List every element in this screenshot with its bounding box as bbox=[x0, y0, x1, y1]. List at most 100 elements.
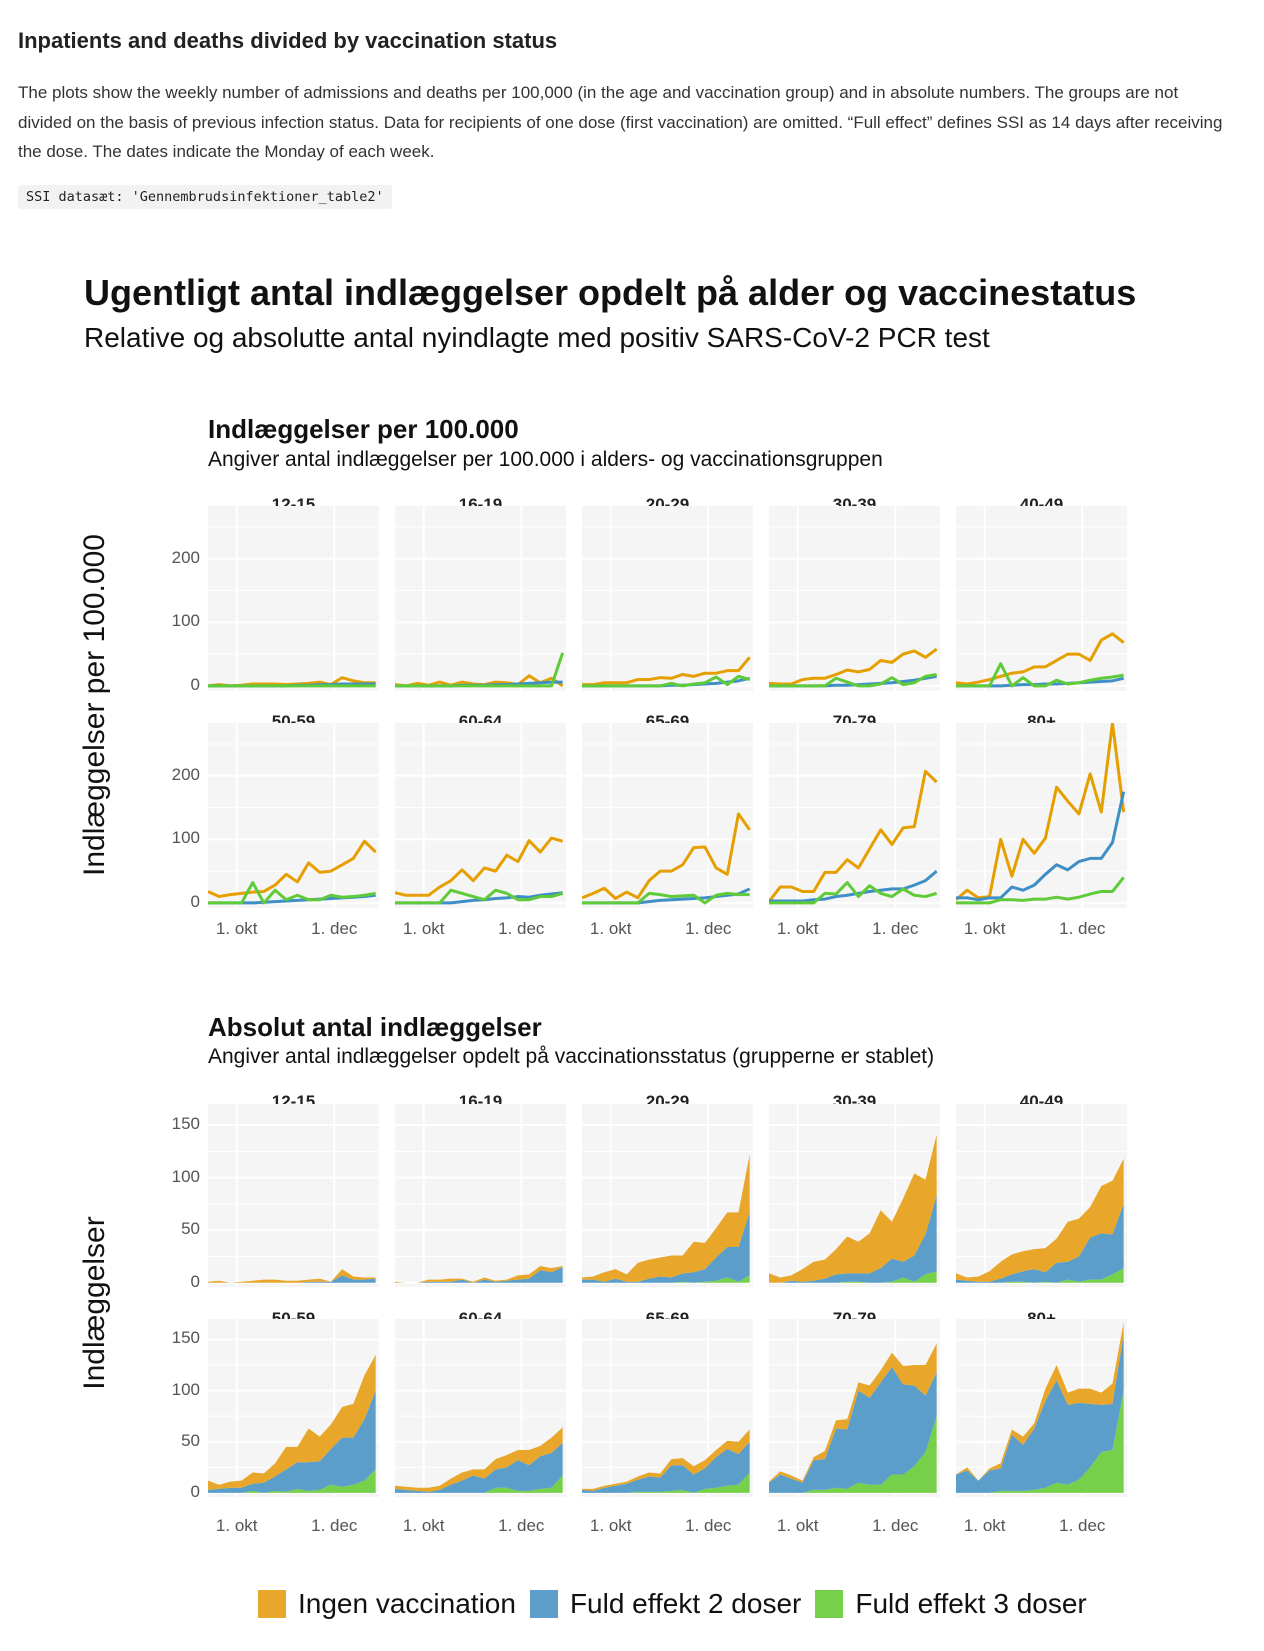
y-tick-label: 0 bbox=[190, 674, 200, 694]
panel-20-29 bbox=[582, 1104, 753, 1287]
line-unvacc bbox=[956, 723, 1126, 901]
y-tick-label: 200 bbox=[171, 547, 200, 567]
area-dose2 bbox=[769, 1367, 937, 1493]
chart1-y-axis-title: Indlæggelser per 100.000 bbox=[78, 534, 111, 876]
line-dose3 bbox=[395, 652, 565, 688]
legend: Ingen vaccination Fuld effekt 2 doser Fu… bbox=[258, 1588, 1101, 1620]
x-tick-label: 1. dec bbox=[311, 1516, 358, 1535]
area-dose2 bbox=[208, 1275, 376, 1283]
area-unvacc bbox=[769, 1134, 937, 1283]
y-tick-label: 0 bbox=[190, 891, 200, 911]
dataset-code-label: SSI datasæt: 'Gennembrudsinfektioner_tab… bbox=[18, 185, 392, 209]
x-tick-label: 1. okt bbox=[215, 1516, 258, 1535]
line-dose3 bbox=[582, 891, 750, 905]
line-dose3 bbox=[956, 876, 1125, 905]
line-dose3 bbox=[769, 672, 937, 688]
intro-paragraph: The plots show the weekly number of admi… bbox=[18, 83, 1223, 161]
area-unvacc bbox=[395, 1427, 563, 1492]
area-unvacc bbox=[395, 1265, 563, 1283]
area-unvacc bbox=[956, 1322, 1124, 1481]
x-tick-label: 1. okt bbox=[963, 1516, 1006, 1535]
y-tick-label: 0 bbox=[190, 1481, 200, 1501]
legend-swatch-orange bbox=[258, 1590, 286, 1618]
area-dose3 bbox=[395, 1475, 563, 1493]
area-dose2 bbox=[582, 1212, 750, 1283]
line-unvacc bbox=[582, 812, 751, 900]
legend-swatch-blue bbox=[529, 1590, 558, 1618]
panel-background bbox=[395, 506, 566, 691]
x-tick-label: 1. okt bbox=[215, 919, 258, 938]
legend-item-unvacc: Ingen vaccination bbox=[258, 1588, 516, 1620]
panel-50-59 bbox=[208, 723, 379, 908]
chart2-subtitle: Angiver antal indlæggelser opdelt på vac… bbox=[208, 1045, 935, 1068]
area-dose3 bbox=[769, 1416, 937, 1493]
x-tick-label: 1. okt bbox=[402, 919, 445, 938]
chart1-title: Indlæggelser per 100.000 bbox=[208, 414, 519, 444]
x-tick-label: 1. dec bbox=[311, 919, 358, 938]
y-tick-label: 100 bbox=[171, 611, 200, 631]
panel-background bbox=[582, 723, 753, 908]
x-tick-label: 1. dec bbox=[872, 1516, 919, 1535]
section-heading: Inpatients and deaths divided by vaccina… bbox=[18, 28, 558, 53]
panel-background bbox=[208, 1104, 379, 1287]
panel-70-79 bbox=[769, 1319, 940, 1497]
line-unvacc bbox=[208, 839, 377, 899]
area-dose2 bbox=[395, 1267, 563, 1283]
line-unvacc bbox=[769, 647, 938, 686]
panel-60-64 bbox=[395, 723, 566, 908]
area-dose3 bbox=[582, 1472, 750, 1493]
line-dose2 bbox=[769, 869, 938, 903]
legend-label: Fuld effekt 2 doser bbox=[569, 1588, 802, 1619]
area-dose2 bbox=[208, 1390, 376, 1493]
panel-30-39 bbox=[769, 506, 940, 691]
y-tick-label: 50 bbox=[181, 1219, 200, 1239]
panel-80+ bbox=[956, 1319, 1127, 1497]
legend-label: Ingen vaccination bbox=[298, 1588, 516, 1619]
area-unvacc bbox=[208, 1354, 376, 1490]
panel-80+ bbox=[956, 723, 1127, 908]
y-tick-label: 100 bbox=[171, 1166, 200, 1186]
panel-background bbox=[956, 723, 1127, 908]
y-tick-label: 200 bbox=[171, 764, 200, 784]
x-tick-label: 1. dec bbox=[685, 919, 732, 938]
area-dose3 bbox=[956, 1390, 1124, 1493]
area-dose2 bbox=[395, 1442, 563, 1493]
y-tick-label: 0 bbox=[190, 1271, 200, 1291]
panel-background bbox=[208, 506, 379, 691]
legend-label: Fuld effekt 3 doser bbox=[855, 1588, 1087, 1619]
panel-16-19 bbox=[395, 506, 566, 691]
panel-40-49 bbox=[956, 1104, 1127, 1287]
legend-item-dose3: Fuld effekt 3 doser bbox=[815, 1588, 1087, 1620]
panel-background bbox=[582, 506, 753, 691]
chart2-y-axis-title: Indlæggelser bbox=[78, 1216, 111, 1390]
panel-65-69 bbox=[582, 1319, 753, 1497]
panel-40-49 bbox=[956, 506, 1127, 691]
panel-50-59 bbox=[208, 1319, 379, 1497]
area-dose3 bbox=[956, 1268, 1124, 1283]
x-tick-label: 1. okt bbox=[776, 919, 819, 938]
line-dose2 bbox=[956, 791, 1126, 902]
area-dose2 bbox=[582, 1441, 750, 1493]
legend-item-dose2: Fuld effekt 2 doser bbox=[529, 1588, 802, 1620]
panel-12-15 bbox=[208, 506, 379, 691]
x-tick-label: 1. okt bbox=[402, 1516, 445, 1535]
x-tick-label: 1. dec bbox=[1059, 1516, 1106, 1535]
panel-12-15 bbox=[208, 1104, 379, 1287]
area-unvacc bbox=[208, 1269, 376, 1283]
panel-background bbox=[395, 1104, 566, 1287]
area-unvacc bbox=[582, 1154, 750, 1282]
line-dose3 bbox=[395, 888, 564, 905]
panel-60-64 bbox=[395, 1319, 566, 1497]
panel-background bbox=[769, 723, 940, 908]
y-tick-label: 100 bbox=[171, 1379, 200, 1399]
line-dose3 bbox=[769, 881, 938, 905]
area-dose3 bbox=[582, 1275, 750, 1283]
area-unvacc bbox=[956, 1158, 1124, 1282]
y-tick-label: 50 bbox=[181, 1430, 200, 1450]
x-tick-label: 1. okt bbox=[589, 919, 632, 938]
line-dose3 bbox=[208, 881, 376, 905]
area-dose2 bbox=[956, 1334, 1124, 1493]
area-dose3 bbox=[769, 1271, 937, 1283]
x-tick-label: 1. dec bbox=[498, 1516, 545, 1535]
panel-background bbox=[769, 506, 940, 691]
